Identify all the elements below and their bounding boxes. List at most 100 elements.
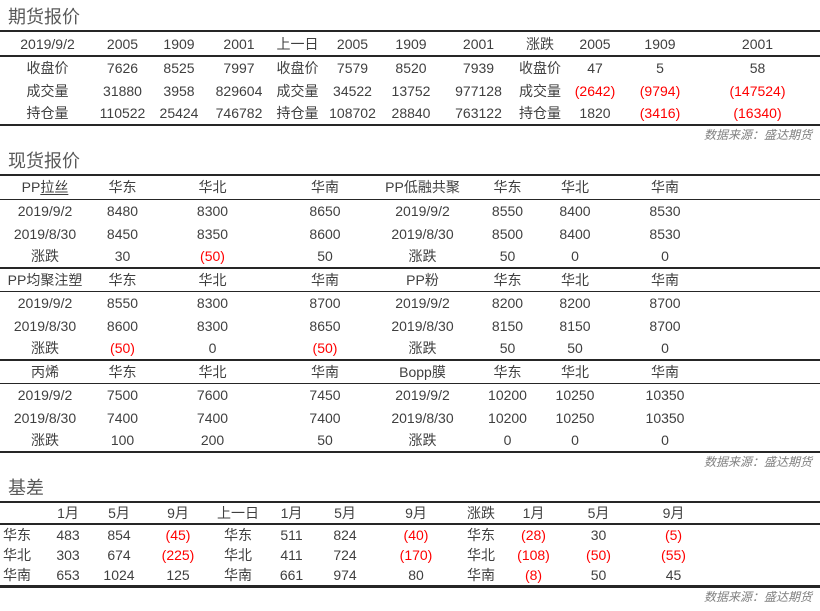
value-cell: 80 bbox=[408, 567, 424, 583]
row-label-cell: 成交量 bbox=[276, 82, 319, 99]
row-label-cell: 收盘价 bbox=[519, 60, 561, 76]
value-cell: 1024 bbox=[103, 567, 135, 583]
region-header-cell: 华南 bbox=[311, 271, 339, 288]
value-cell: 0 bbox=[208, 340, 217, 356]
value-cell: (147524) bbox=[729, 82, 786, 99]
basis-header-row: 1月 5月 9月 上一日 1月 5月 9月 涨跌 1月 5月 9月 bbox=[0, 503, 820, 524]
spot-section: 现货报价 PP拉丝 华东 华北 华南 PP低融共聚 华东 华北 华南 bbox=[0, 144, 820, 471]
value-cell: 674 bbox=[107, 547, 131, 563]
column-header: 涨跌 bbox=[526, 35, 554, 52]
value-cell: 10250 bbox=[555, 386, 595, 403]
table-row: 涨跌 100 200 50 涨跌 0 0 0 bbox=[0, 429, 820, 452]
row-label-cell: 华东 bbox=[224, 527, 252, 543]
column-header: 2005 bbox=[579, 35, 611, 52]
value-cell: (3416) bbox=[639, 105, 681, 121]
column-header: 2005 bbox=[336, 35, 369, 52]
row-label-cell: 涨跌 bbox=[31, 340, 59, 356]
block-label-cell: PP均聚注塑 bbox=[7, 271, 83, 288]
row-label-cell: 2019/8/30 bbox=[391, 317, 454, 334]
value-cell: 8150 bbox=[491, 317, 524, 334]
filler-cell bbox=[730, 268, 820, 291]
futures-table: 2019/9/2 2005 1909 2001 上一日 2005 1909 20… bbox=[0, 32, 820, 126]
filler-cell bbox=[730, 222, 820, 245]
value-cell: 724 bbox=[333, 547, 357, 563]
value-cell: 8150 bbox=[559, 317, 591, 334]
region-header-cell: 华东 bbox=[493, 363, 522, 380]
column-header: 1909 bbox=[395, 35, 427, 52]
basis-section: 基差 1月 5月 9月 上一日 1月 5月 9月 涨跌 bbox=[0, 471, 820, 606]
table-row: 2019/9/2 8550 8300 8700 2019/9/2 8200 82… bbox=[0, 291, 820, 314]
row-label-cell: 持仓量 bbox=[276, 105, 319, 121]
table-row: 收盘价 7626 8525 7997 收盘价 7579 8520 7939 收盘… bbox=[0, 56, 820, 79]
value-cell: 50 bbox=[590, 567, 607, 583]
column-header: 上一日 bbox=[217, 505, 259, 521]
region-header-cell: 华南 bbox=[651, 363, 679, 380]
region-header-cell: 华南 bbox=[311, 363, 339, 380]
value-cell: 28840 bbox=[391, 105, 431, 121]
value-cell: 8530 bbox=[649, 202, 681, 219]
futures-section-title: 期货报价 bbox=[0, 0, 820, 32]
data-source-note: 数据来源：盛达期货 bbox=[703, 455, 812, 469]
value-cell: 8650 bbox=[309, 202, 341, 219]
filler-cell bbox=[730, 337, 820, 360]
block-label-underlined-text: 拉丝 bbox=[40, 179, 69, 196]
region-header-cell: 华北 bbox=[561, 271, 589, 288]
value-cell: 7450 bbox=[309, 386, 341, 403]
row-label-cell: 2019/9/2 bbox=[395, 294, 450, 311]
value-cell: 746782 bbox=[215, 105, 263, 121]
value-cell: 30 bbox=[590, 527, 607, 543]
filler-cell bbox=[730, 383, 820, 406]
block-label-cell: PP粉 bbox=[406, 271, 439, 288]
value-cell: 8300 bbox=[196, 317, 229, 334]
row-label-cell: 华北 bbox=[3, 547, 31, 563]
value-cell: 653 bbox=[56, 567, 80, 583]
value-cell: 7579 bbox=[336, 60, 369, 76]
value-cell: (8) bbox=[524, 567, 543, 583]
table-row: 2019/8/30 8450 8350 8600 2019/8/30 8500 … bbox=[0, 222, 820, 245]
row-label-cell: 持仓量 bbox=[519, 105, 561, 121]
value-cell: 47 bbox=[587, 60, 603, 76]
filler-cell bbox=[730, 245, 820, 268]
table-row: 华南 653 1024 125 华南 661 974 80 华南 (8) 50 … bbox=[0, 565, 820, 587]
value-cell: 7400 bbox=[106, 409, 139, 426]
block-label-text: PP bbox=[21, 179, 41, 196]
region-header-cell: 华北 bbox=[198, 363, 227, 380]
column-header: 9月 bbox=[405, 505, 427, 521]
value-cell: 5 bbox=[656, 60, 664, 76]
value-cell: (170) bbox=[399, 547, 433, 563]
value-cell: 8525 bbox=[163, 60, 195, 76]
row-label-cell: 持仓量 bbox=[26, 105, 69, 121]
row-label-cell: 2019/8/30 bbox=[391, 409, 454, 426]
row-label-cell: 2019/9/2 bbox=[17, 202, 73, 219]
region-header-cell: 华北 bbox=[198, 271, 227, 288]
region-header-cell: 华东 bbox=[108, 271, 137, 288]
basis-section-title: 基差 bbox=[0, 471, 820, 503]
value-cell: 0 bbox=[571, 248, 579, 264]
filler-cell bbox=[730, 360, 820, 383]
value-cell: 977128 bbox=[455, 82, 502, 99]
value-cell: 974 bbox=[333, 567, 357, 583]
table-row: 成交量 31880 3958 829604 成交量 34522 13752 97… bbox=[0, 79, 820, 102]
row-label-cell: 华北 bbox=[224, 547, 252, 563]
value-cell: 8700 bbox=[649, 317, 681, 334]
spot-block-header-row: PP拉丝 华东 华北 华南 PP低融共聚 华东 华北 华南 bbox=[0, 176, 820, 199]
value-cell: (28) bbox=[521, 527, 546, 543]
column-header: 5月 bbox=[587, 505, 610, 521]
filler-cell bbox=[730, 176, 820, 199]
table-row: 持仓量 110522 25424 746782 持仓量 108702 28840… bbox=[0, 102, 820, 125]
filler-cell bbox=[730, 314, 820, 337]
value-cell: 483 bbox=[56, 527, 80, 543]
value-cell: 50 bbox=[317, 248, 333, 264]
row-label-cell: 华南 bbox=[467, 567, 495, 583]
spot-table: PP拉丝 华东 华北 华南 PP低融共聚 华东 华北 华南 2019/9/2 8… bbox=[0, 176, 820, 453]
value-cell: 7400 bbox=[196, 409, 229, 426]
value-cell: 30 bbox=[114, 248, 131, 264]
row-label-cell: 2019/9/2 bbox=[17, 294, 73, 311]
filler-cell bbox=[730, 291, 820, 314]
value-cell: (55) bbox=[661, 547, 686, 563]
value-cell: 8520 bbox=[395, 60, 427, 76]
value-cell: 8480 bbox=[106, 202, 139, 219]
row-label-cell: 2019/8/30 bbox=[13, 225, 77, 242]
value-cell: 8400 bbox=[559, 202, 591, 219]
value-cell: (50) bbox=[110, 340, 135, 356]
